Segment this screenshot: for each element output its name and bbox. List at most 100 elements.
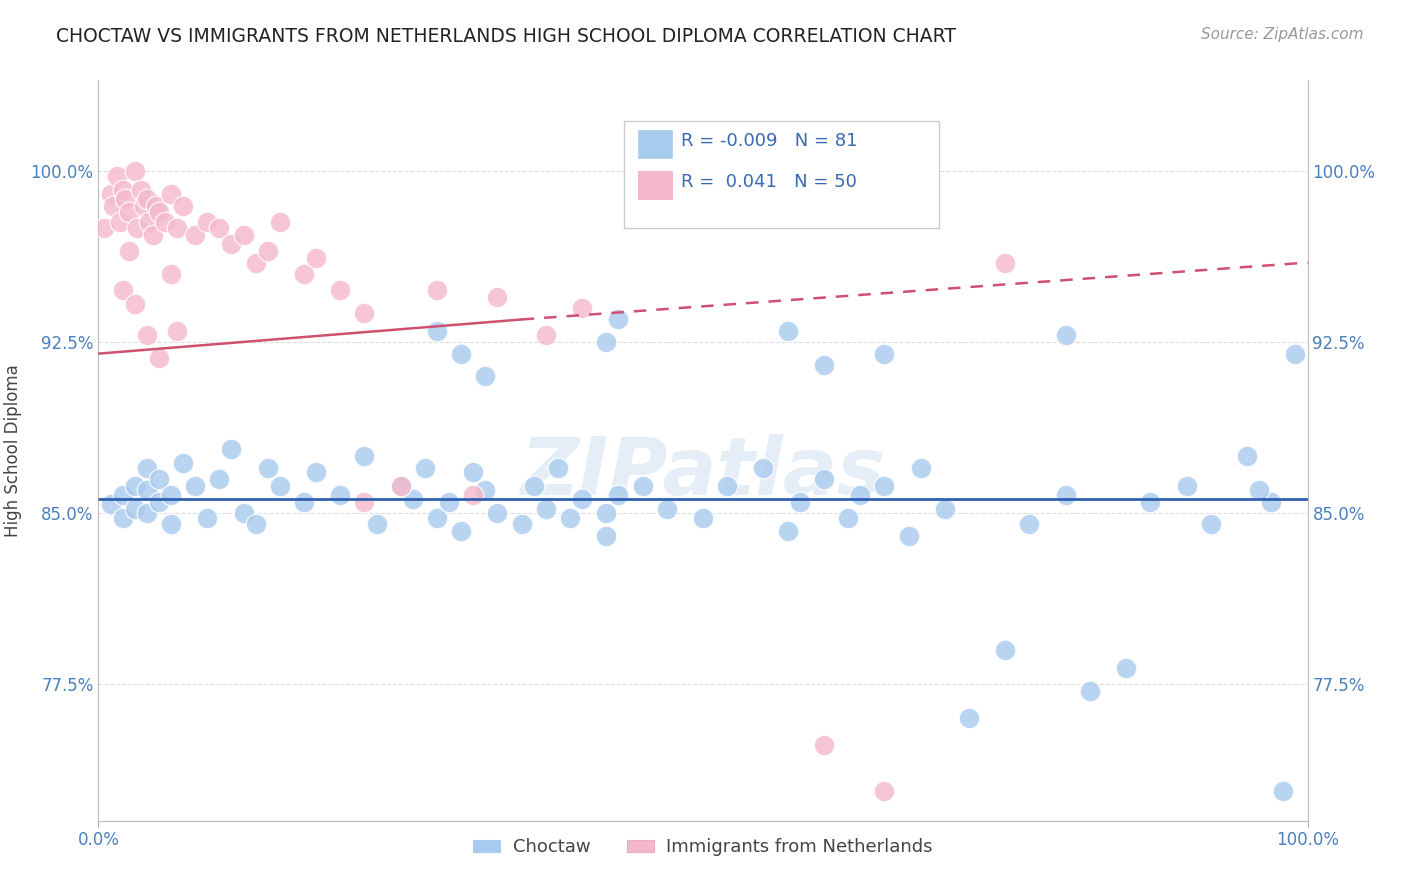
Point	[413, 460, 436, 475]
Point	[135, 192, 157, 206]
Point	[245, 517, 267, 532]
Point	[127, 221, 149, 235]
Point	[437, 494, 460, 508]
Point	[111, 183, 134, 197]
Point	[486, 506, 509, 520]
Point	[994, 255, 1017, 269]
Point	[353, 305, 375, 319]
Point	[305, 465, 328, 479]
Point	[208, 472, 231, 486]
Point	[994, 642, 1017, 657]
Point	[607, 312, 630, 326]
Point	[1249, 483, 1271, 498]
Point	[142, 228, 165, 243]
Point	[957, 711, 980, 725]
Point	[93, 221, 115, 235]
FancyBboxPatch shape	[624, 121, 939, 228]
Point	[1018, 517, 1040, 532]
Point	[172, 198, 194, 212]
Point	[195, 214, 218, 228]
Point	[232, 506, 254, 520]
Point	[148, 494, 170, 508]
Point	[221, 442, 243, 457]
Point	[1139, 494, 1161, 508]
Point	[571, 301, 593, 315]
Point	[486, 290, 509, 304]
Point	[547, 460, 569, 475]
Point	[1175, 479, 1198, 493]
Point	[184, 228, 207, 243]
Point	[184, 479, 207, 493]
Point	[269, 214, 291, 228]
Point	[256, 244, 278, 259]
Point	[148, 351, 170, 366]
Point	[305, 251, 328, 265]
Point	[111, 488, 134, 502]
Point	[607, 488, 630, 502]
Point	[474, 369, 496, 384]
Point	[118, 244, 141, 259]
Point	[195, 510, 218, 524]
Point	[100, 497, 122, 511]
Point	[148, 205, 170, 219]
Point	[256, 460, 278, 475]
Point	[124, 296, 146, 310]
Point	[329, 283, 352, 297]
Point	[124, 479, 146, 493]
Point	[813, 472, 835, 486]
Point	[135, 328, 157, 343]
Point	[873, 784, 896, 798]
Legend: Choctaw, Immigrants from Netherlands: Choctaw, Immigrants from Netherlands	[465, 831, 941, 863]
Point	[108, 214, 131, 228]
Point	[1115, 661, 1137, 675]
Point	[221, 237, 243, 252]
Point	[463, 488, 485, 502]
Point	[172, 456, 194, 470]
Point	[111, 283, 134, 297]
Point	[595, 506, 617, 520]
Point	[232, 228, 254, 243]
Point	[474, 483, 496, 498]
Point	[910, 460, 932, 475]
Point	[111, 510, 134, 524]
Point	[292, 267, 315, 281]
Point	[166, 221, 188, 235]
Point	[450, 346, 472, 360]
Point	[1054, 488, 1077, 502]
Point	[353, 449, 375, 463]
Point	[269, 479, 291, 493]
Text: CHOCTAW VS IMMIGRANTS FROM NETHERLANDS HIGH SCHOOL DIPLOMA CORRELATION CHART: CHOCTAW VS IMMIGRANTS FROM NETHERLANDS H…	[56, 27, 956, 45]
Text: ZIPatlas: ZIPatlas	[520, 434, 886, 512]
Point	[463, 465, 485, 479]
Point	[118, 205, 141, 219]
Point	[1272, 784, 1295, 798]
Point	[523, 479, 546, 493]
Point	[134, 198, 156, 212]
Point	[105, 169, 128, 183]
Point	[124, 501, 146, 516]
Point	[135, 483, 157, 498]
Point	[873, 346, 896, 360]
Point	[160, 187, 183, 202]
Point	[1236, 449, 1258, 463]
Point	[534, 501, 557, 516]
Text: R =  0.041   N = 50: R = 0.041 N = 50	[682, 173, 858, 191]
Point	[595, 335, 617, 350]
Point	[426, 510, 449, 524]
Point	[124, 164, 146, 178]
Point	[1054, 328, 1077, 343]
Point	[245, 255, 267, 269]
Point	[813, 739, 835, 753]
Point	[426, 324, 449, 338]
Point	[366, 517, 388, 532]
Point	[160, 517, 183, 532]
Point	[849, 488, 872, 502]
Y-axis label: High School Diploma: High School Diploma	[4, 364, 22, 537]
Point	[166, 324, 188, 338]
Point	[153, 214, 176, 228]
Point	[135, 460, 157, 475]
Point	[100, 187, 122, 202]
Point	[1284, 346, 1306, 360]
Point	[813, 358, 835, 372]
Point	[329, 488, 352, 502]
